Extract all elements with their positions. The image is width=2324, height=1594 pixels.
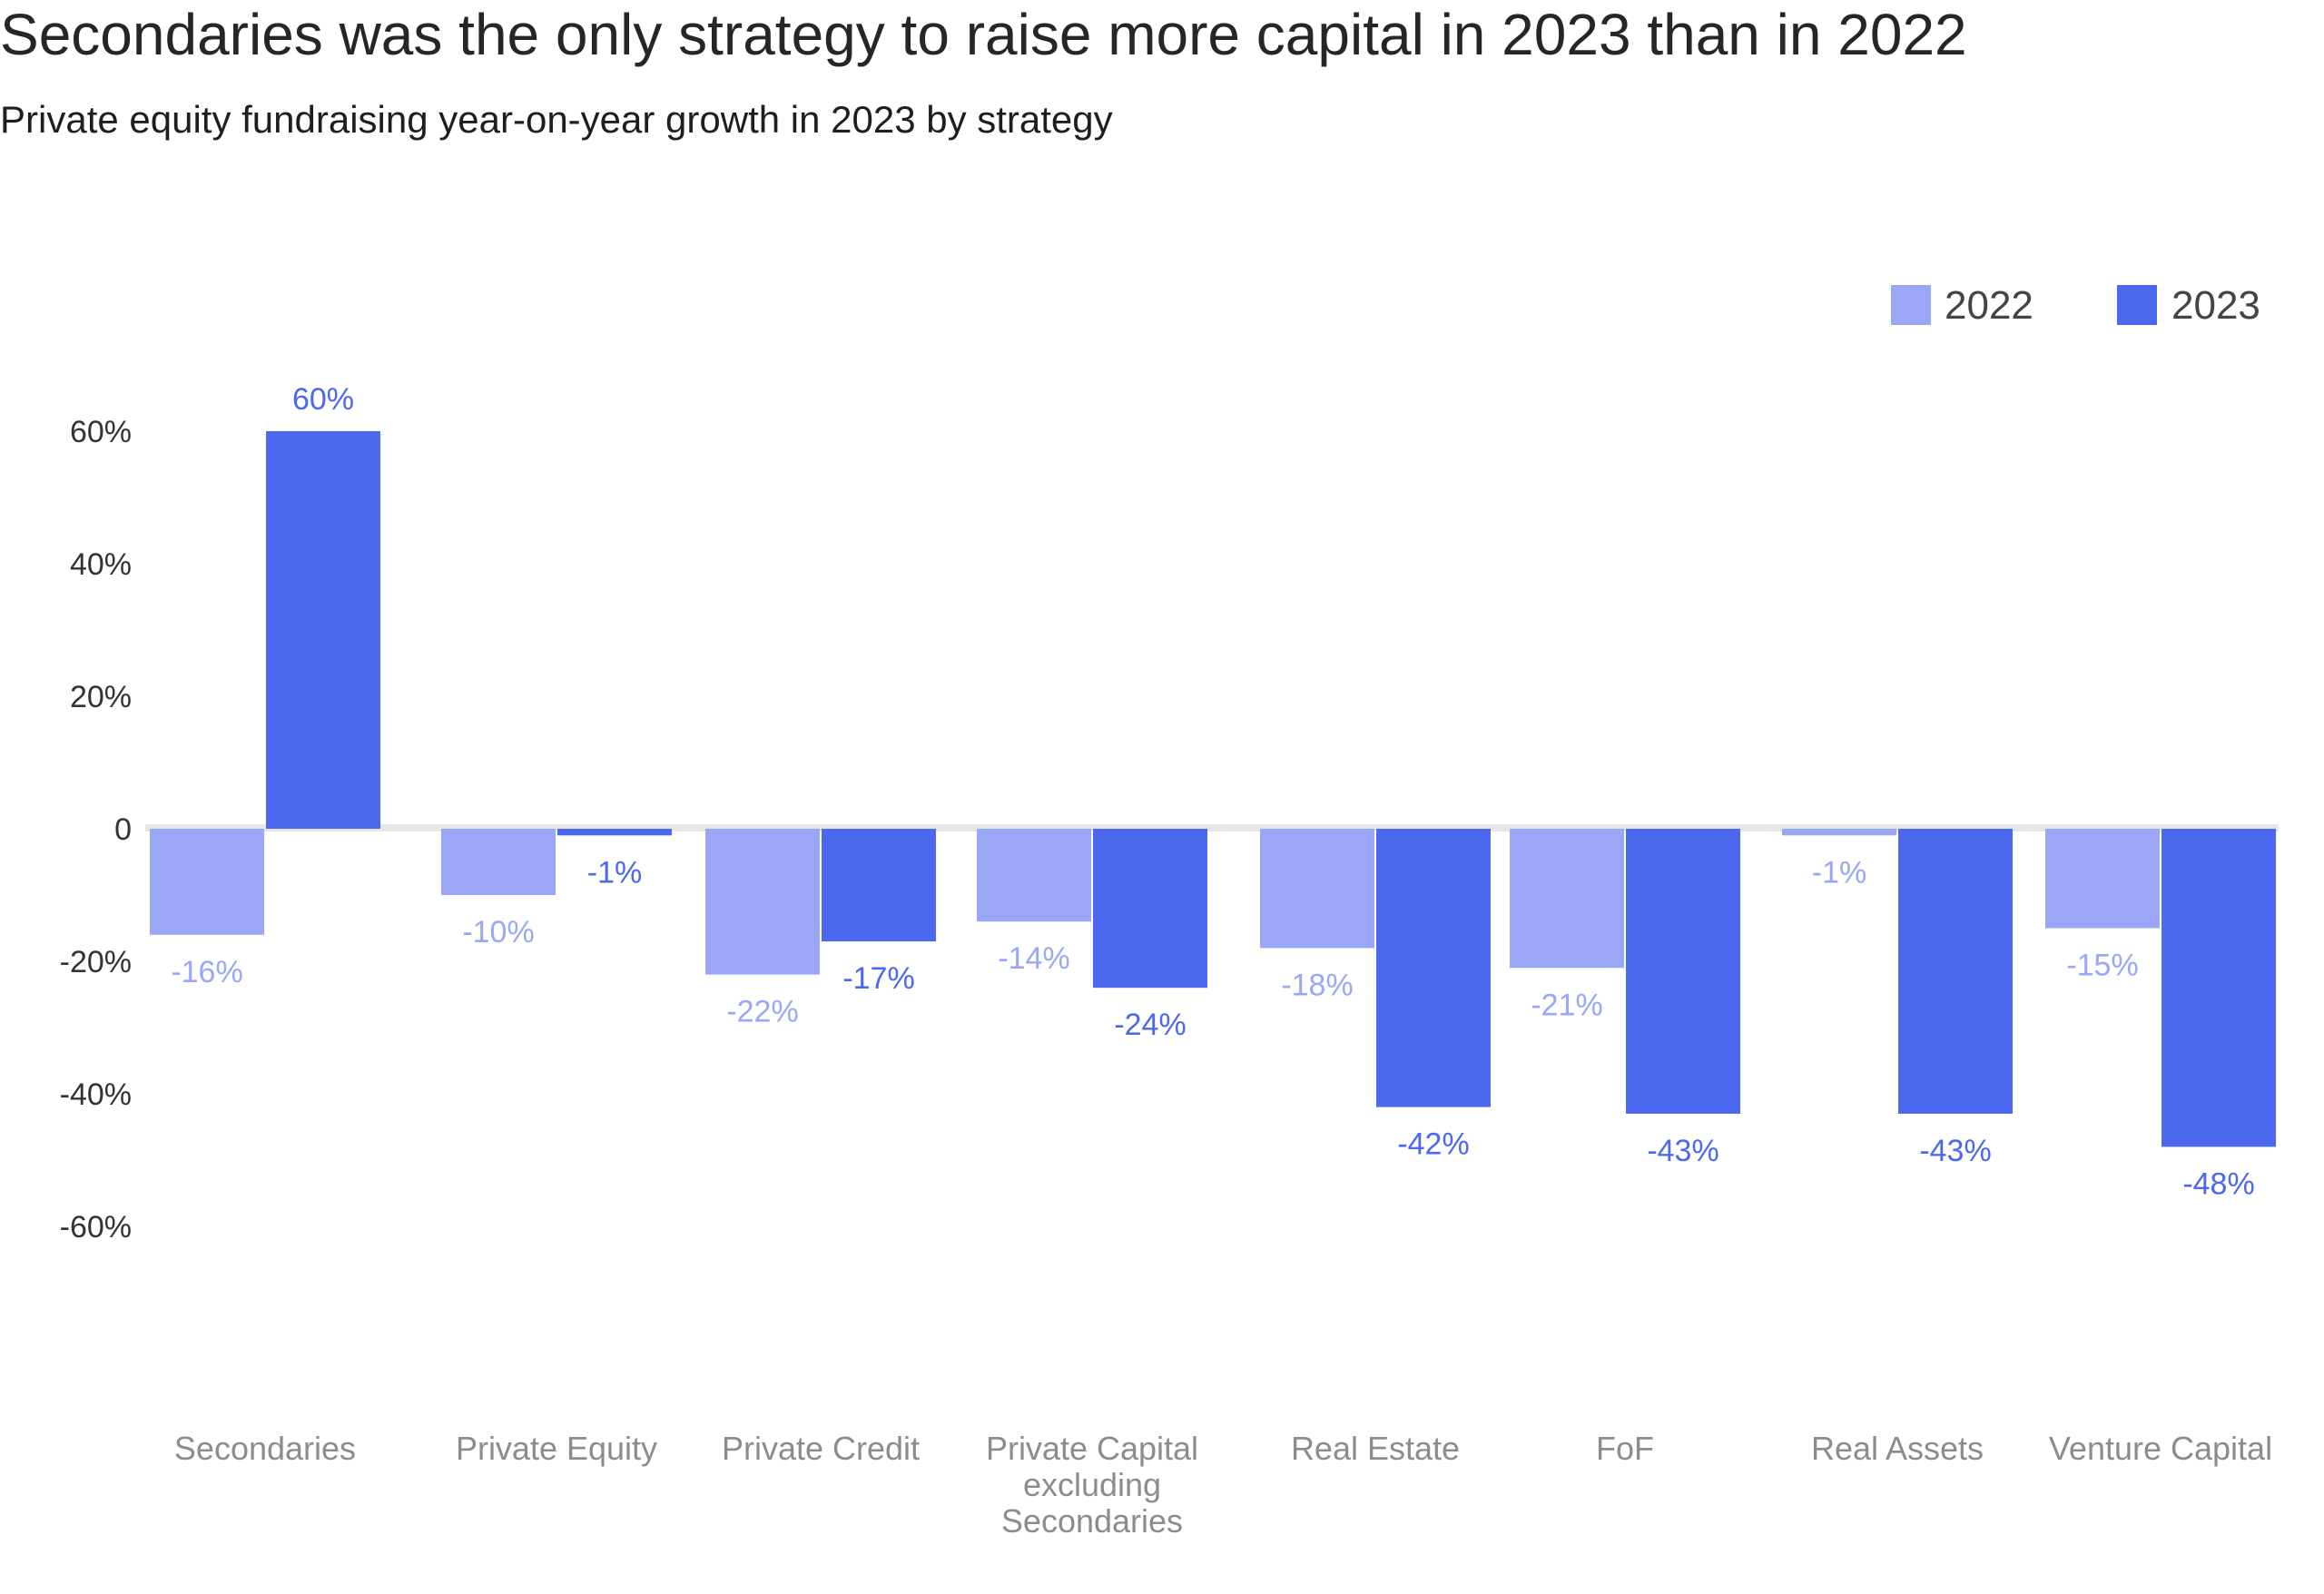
zero-baseline: [145, 824, 2279, 831]
x-axis-categories: Secondaries Private Equity Private Credit P…: [174, 1430, 2272, 1540]
category-label: Private Capital: [986, 1430, 1198, 1467]
bar-2023-real-assets[interactable]: [1898, 829, 2013, 1114]
value-label: -17%: [842, 961, 914, 996]
legend[interactable]: 2022 2023: [1891, 283, 2260, 328]
legend-label-2022[interactable]: 2022: [1945, 283, 2034, 328]
y-tick-label: 0: [114, 812, 132, 847]
bar-2023-private-capital-excluding-secondaries[interactable]: [1093, 829, 1207, 989]
bar-2022-real-estate[interactable]: [1260, 829, 1374, 949]
y-tick-label: 40%: [70, 547, 132, 582]
value-label: 60%: [292, 382, 354, 417]
category-label: Secondaries: [174, 1430, 356, 1467]
legend-label-2023[interactable]: 2023: [2171, 283, 2260, 328]
value-label: -15%: [2066, 949, 2138, 983]
bars: [150, 431, 2276, 1147]
category-label: Private Credit: [722, 1430, 920, 1467]
legend-swatch-2023[interactable]: [2117, 285, 2157, 325]
chart-subtitle: Private equity fundraising year-on-year …: [0, 98, 1113, 141]
value-label: -18%: [1281, 968, 1353, 1002]
category-label: excluding: [1023, 1466, 1161, 1503]
bar-2022-private-capital-excluding-secondaries[interactable]: [977, 829, 1091, 922]
value-label: -21%: [1531, 988, 1602, 1022]
category-label: Real Estate: [1291, 1430, 1460, 1467]
bar-2023-venture-capital[interactable]: [2162, 829, 2276, 1147]
bar-2022-private-credit[interactable]: [705, 829, 820, 975]
bar-2023-secondaries[interactable]: [266, 431, 380, 829]
value-label: -10%: [462, 915, 534, 950]
category-label: Real Assets: [1811, 1430, 1984, 1467]
value-label: -22%: [726, 995, 798, 1029]
bar-2022-private-equity[interactable]: [441, 829, 556, 895]
value-label: -42%: [1397, 1127, 1469, 1162]
bar-2022-real-assets[interactable]: [1782, 829, 1896, 836]
bar-2022-secondaries[interactable]: [150, 829, 264, 935]
value-label: -48%: [2182, 1166, 2254, 1201]
value-label: -1%: [1812, 855, 1866, 890]
value-labels: -16% -10% -22% -14% -18% -21% -1% -15% 60% -1% -17…: [171, 382, 2254, 1201]
y-tick-label: 60%: [70, 415, 132, 449]
value-label: -14%: [998, 941, 1069, 976]
y-tick-label: -60%: [60, 1210, 132, 1245]
value-label: -1%: [587, 855, 642, 890]
zero-line-layer: [145, 824, 2279, 831]
bar-2022-fof[interactable]: [1510, 829, 1624, 969]
chart-title: Secondaries was the only strategy to rai…: [0, 2, 1967, 67]
value-label: -16%: [171, 955, 242, 989]
bar-2023-private-equity[interactable]: [557, 829, 672, 836]
bar-2023-private-credit[interactable]: [822, 829, 936, 942]
y-axis: 60% 40% 20% 0 -20% -40% -60%: [60, 415, 132, 1245]
bar-2022-venture-capital[interactable]: [2045, 829, 2160, 929]
category-label: Private Equity: [456, 1430, 657, 1467]
y-tick-label: -20%: [60, 945, 132, 979]
y-tick-label: 20%: [70, 680, 132, 714]
bar-2023-fof[interactable]: [1626, 829, 1740, 1114]
category-label: FoF: [1596, 1430, 1654, 1467]
value-label: -43%: [1919, 1134, 1991, 1168]
bar-2023-real-estate[interactable]: [1376, 829, 1491, 1107]
legend-swatch-2022[interactable]: [1891, 285, 1931, 325]
category-label: Secondaries: [1001, 1502, 1183, 1540]
y-tick-label: -40%: [60, 1077, 132, 1112]
category-label: Venture Capital: [2049, 1430, 2272, 1467]
value-label: -43%: [1647, 1134, 1718, 1168]
value-label: -24%: [1114, 1008, 1186, 1042]
